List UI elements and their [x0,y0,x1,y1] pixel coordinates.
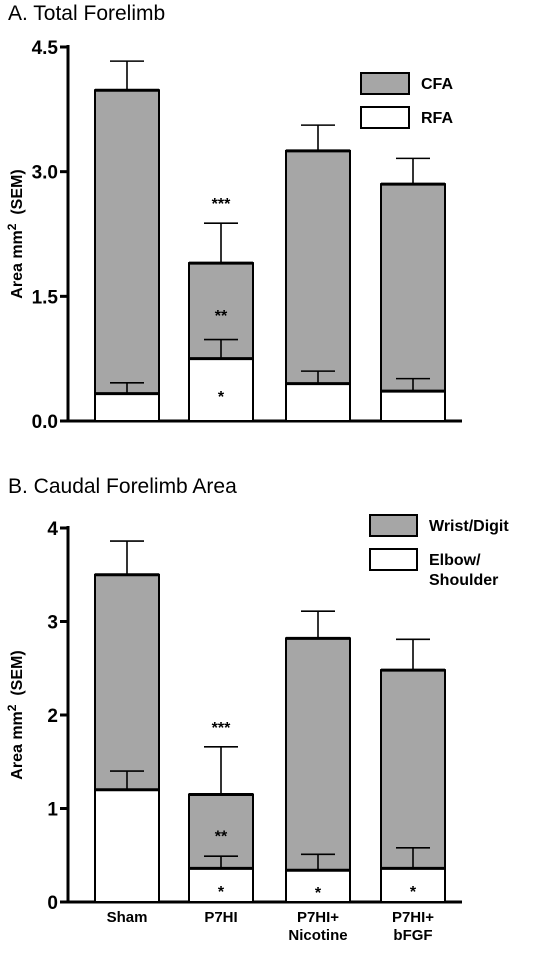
chart-title: A. Total Forelimb [8,2,165,25]
x-category-label: P7HI+ [392,909,434,926]
legend-swatch [360,106,410,129]
significance-label: *** [212,196,231,213]
x-category-label: P7HI [204,909,237,926]
y-tick-label: 4 [47,519,58,540]
y-tick-label: 1 [47,800,58,821]
chart-title: B. Caudal Forelimb Area [8,475,237,498]
bar-lower-segment [94,788,160,903]
chart-panel-b: B. Caudal Forelimb Area Area mm2 (SEM) 0 1 2… [5,475,509,944]
significance-label: ** [215,828,228,845]
bar-lower-segment [188,867,254,904]
legend-label: Wrist/Digit [429,518,509,535]
y-tick-label: 3 [47,613,58,634]
y-tick-label: 0 [47,893,58,914]
y-axis-label: Area mm2 (SEM) [5,169,26,298]
legend-label: Shoulder [429,572,498,589]
bar-lower-segment [188,357,254,422]
bar-upper-segment [380,183,446,393]
legend-label: RFA [421,110,453,127]
y-tick-label: 2 [47,706,58,727]
significance-label: * [218,884,225,901]
significance-label: ** [215,308,228,325]
bar-upper-segment [285,637,351,872]
x-category-label: bFGF [393,927,432,944]
y-tick-label: 4.5 [32,38,59,59]
bar-lower-segment [94,392,160,422]
legend-label: Elbow/ [429,552,481,569]
bar-lower-segment [285,382,351,423]
bar-lower-segment [380,867,446,904]
significance-label: * [218,389,225,406]
bar-lower-segment [380,390,446,422]
significance-label: * [410,884,417,901]
bar-upper-segment [94,573,160,791]
legend-swatch [369,514,418,537]
legend-label: CFA [421,76,453,93]
legend-swatch [360,72,410,95]
x-category-label: P7HI+ [297,909,339,926]
y-axis-label: Area mm2 (SEM) [5,650,26,779]
y-tick-label: 3.0 [32,163,58,184]
significance-label: *** [212,720,231,737]
x-category-label: Sham [107,909,148,926]
significance-label: * [315,885,322,902]
y-tick-label: 0.0 [32,412,58,433]
legend-swatch [369,548,418,571]
y-tick-label: 1.5 [32,287,59,308]
bar-upper-segment [285,149,351,385]
bar-upper-segment [94,89,160,395]
x-category-label: Nicotine [288,927,347,944]
bar-upper-segment [380,669,446,870]
chart-panel-a: A. Total Forelimb Area mm2 (SEM) 0.0 1.5 3.0… [5,2,462,433]
